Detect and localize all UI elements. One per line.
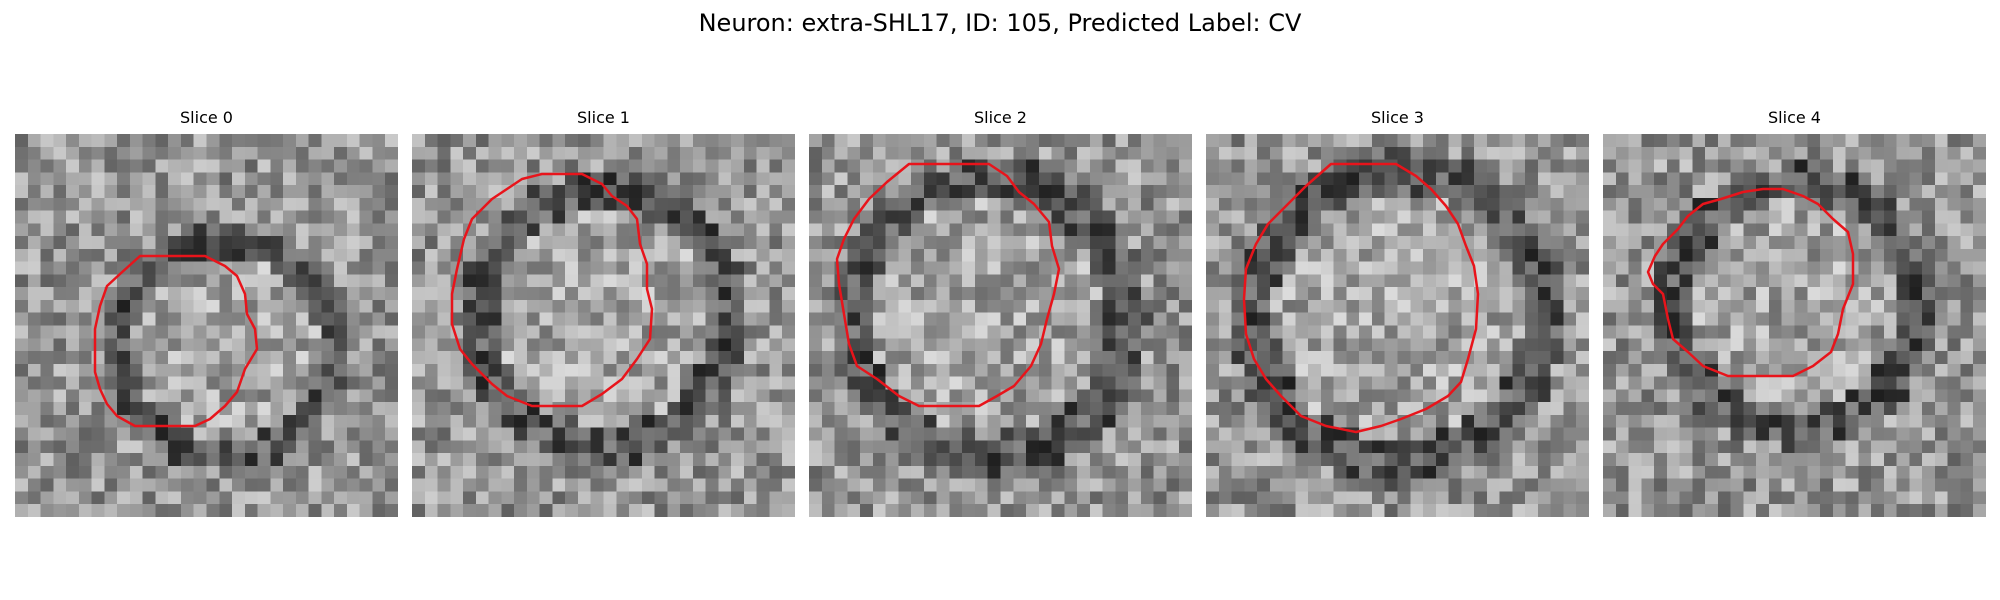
slice-title: Slice 4 — [1768, 108, 1821, 127]
roi-contour — [450, 172, 654, 408]
slice-image — [1603, 134, 1986, 517]
slice-title: Slice 3 — [1371, 108, 1424, 127]
roi-contour — [93, 254, 259, 428]
roi-contour — [835, 162, 1061, 408]
figure-title: Neuron: extra-SHL17, ID: 105, Predicted … — [698, 9, 1302, 37]
slice-panel: Slice 2 — [809, 108, 1192, 518]
roi-contour-outline — [835, 162, 1061, 408]
slice-panel: Slice 1 — [412, 108, 795, 518]
slice-panel: Slice 0 — [15, 108, 398, 518]
slice-image — [809, 134, 1192, 517]
roi-contour-outline — [1242, 162, 1480, 434]
slice-title: Slice 1 — [577, 108, 630, 127]
roi-contour-outline — [1646, 187, 1855, 378]
roi-contour — [1646, 187, 1855, 378]
roi-contour-outline — [93, 254, 259, 428]
slice-title: Slice 0 — [180, 108, 233, 127]
slice-image — [15, 134, 398, 517]
slice-image — [412, 134, 795, 517]
slice-image — [1206, 134, 1589, 517]
roi-contour-outline — [450, 172, 654, 408]
slice-panel: Slice 3 — [1206, 108, 1589, 518]
slice-panel: Slice 4 — [1603, 108, 1986, 518]
slice-title: Slice 2 — [974, 108, 1027, 127]
roi-contour — [1242, 162, 1480, 434]
